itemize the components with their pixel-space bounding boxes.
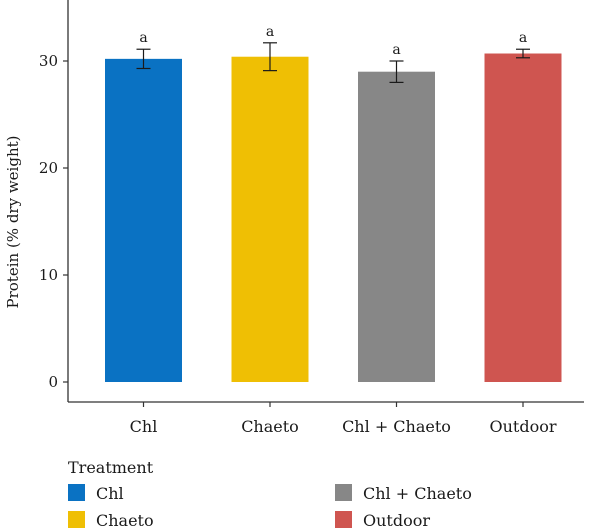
- bar: [358, 71, 435, 382]
- y-tick-label: 20: [39, 159, 58, 177]
- significance-label: a: [519, 30, 527, 46]
- y-tick-label: 10: [39, 266, 58, 284]
- legend-swatch: [68, 511, 85, 528]
- bar: [231, 56, 309, 382]
- significance-label: a: [139, 30, 147, 46]
- error-bars: [136, 42, 530, 84]
- y-tick-label: 30: [39, 52, 58, 70]
- x-tick-label: Chl: [130, 417, 158, 436]
- x-tick-label: Chl + Chaeto: [342, 417, 451, 436]
- significance-label: a: [392, 42, 400, 58]
- legend-swatch: [335, 511, 352, 528]
- bars: [105, 53, 562, 383]
- legend-title: Treatment: [68, 458, 154, 477]
- y-tick-label: 0: [48, 373, 58, 391]
- legend: Treatment Chl Chaeto Chl + Chaeto Outdoor: [68, 458, 472, 530]
- x-tick-label: Outdoor: [489, 417, 556, 436]
- x-tick-label: Chaeto: [241, 417, 299, 436]
- axes: 0 10 20 30: [39, 0, 584, 407]
- legend-label: Chl: [96, 484, 124, 503]
- bar: [484, 53, 562, 382]
- legend-label: Outdoor: [363, 511, 430, 530]
- legend-label: Chl + Chaeto: [363, 484, 472, 503]
- significance-label: a: [266, 24, 274, 40]
- legend-swatch: [68, 484, 85, 501]
- bar: [105, 58, 182, 383]
- labels: a Chl a Chaeto a Chl + Chaeto a Outdoor: [130, 24, 557, 436]
- legend-swatch: [335, 484, 352, 501]
- y-axis-label: Protein (% dry weight): [4, 136, 22, 309]
- legend-label: Chaeto: [96, 511, 154, 530]
